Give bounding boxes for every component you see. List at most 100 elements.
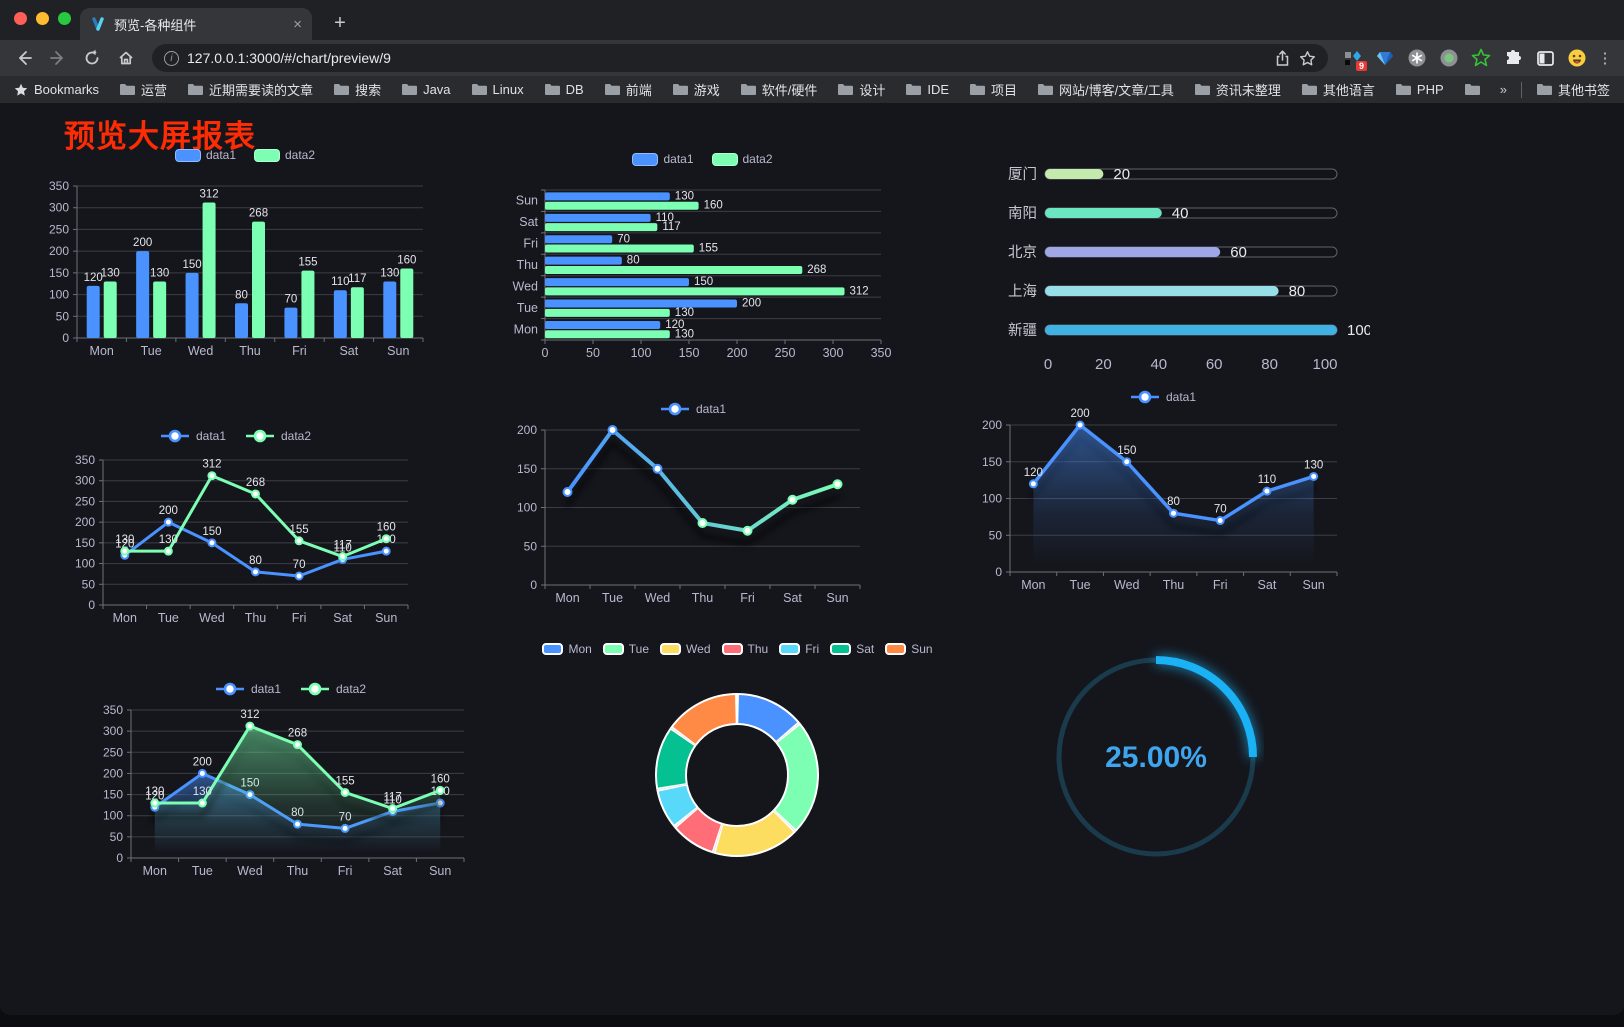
legend-swatch [602, 643, 624, 655]
extension-star-icon[interactable] [1468, 44, 1494, 72]
home-icon[interactable] [112, 44, 140, 72]
svg-text:350: 350 [103, 703, 123, 717]
legend-line-icon [160, 429, 189, 443]
bookmark-folder[interactable]: DB [544, 82, 584, 97]
browser-menu-icon[interactable]: ⋮ [1597, 50, 1613, 67]
bookmarks-manager[interactable]: Bookmarks [14, 82, 99, 97]
bookmark-folder[interactable]: 前端 [604, 80, 652, 99]
chart-canvas: 0 50 100 150 200 Mon Tue Wed Thu Fri Sat Sun 120 200 1… [982, 408, 1338, 592]
svg-text:160: 160 [377, 522, 396, 534]
legend-item-data1[interactable]: data1 [214, 682, 281, 696]
svg-text:100: 100 [75, 557, 95, 571]
svg-text:100: 100 [982, 492, 1002, 506]
extension-devtools-icon[interactable]: 9 [1340, 44, 1367, 72]
legend-item-data1[interactable]: data1 [1129, 390, 1196, 404]
window-titlebar: 预览-各种组件 × + [0, 0, 1624, 40]
bookmark-folder[interactable]: 文件服务器 [1464, 80, 1480, 99]
bookmark-star-icon[interactable] [1299, 50, 1316, 67]
url-text[interactable]: 127.0.0.1:3000/#/chart/preview/9 [187, 50, 391, 66]
extension-record-icon[interactable] [1436, 44, 1462, 72]
svg-text:200: 200 [103, 766, 123, 780]
extension-asterisk-icon[interactable] [1404, 44, 1430, 72]
legend-item-data1[interactable]: data1 [632, 152, 694, 166]
bookmark-folder[interactable]: 软件/硬件 [740, 80, 817, 99]
bookmark-folder[interactable]: Linux [471, 82, 524, 97]
browser-tab[interactable]: 预览-各种组件 × [80, 8, 312, 40]
svg-text:0: 0 [62, 331, 69, 345]
legend-item-data2[interactable]: data2 [244, 429, 311, 443]
bookmark-folder[interactable]: IDE [905, 82, 949, 97]
new-tab-button[interactable]: + [334, 12, 346, 34]
chart-bar-vertical: data1 data2 0 50 100 150 200 250 300 350 Mon Tue Wed… [45, 146, 445, 364]
chart-bar-horizontal: data1 data2 Sun Sat Fri Thu Wed Tue Mon 0 50 100 150… [505, 150, 900, 362]
page-info-icon[interactable]: i [164, 50, 179, 66]
svg-text:150: 150 [182, 259, 201, 271]
bookmark-folder[interactable]: 设计 [837, 80, 885, 99]
svg-text:312: 312 [202, 459, 221, 471]
bookmark-folder[interactable]: 其他语言 [1301, 80, 1375, 99]
svg-text:80: 80 [1289, 283, 1306, 300]
svg-text:117: 117 [348, 273, 366, 285]
svg-text:Fri: Fri [740, 591, 755, 605]
other-bookmarks[interactable]: 其他书签 [1536, 80, 1610, 99]
legend-item-Wed[interactable]: Wed [660, 642, 711, 656]
bookmarks-overflow-chevron[interactable]: » [1499, 82, 1507, 97]
svg-text:0: 0 [530, 578, 537, 592]
reload-icon[interactable] [78, 44, 106, 72]
legend-item-Thu[interactable]: Thu [721, 642, 768, 656]
legend-item-Tue[interactable]: Tue [602, 642, 649, 656]
bookmark-folder[interactable]: 搜索 [333, 80, 381, 99]
legend-item-data2[interactable]: data2 [711, 152, 773, 166]
legend-item-Fri[interactable]: Fri [779, 642, 819, 656]
zoom-window-button[interactable] [58, 12, 71, 25]
svg-text:200: 200 [727, 346, 748, 360]
bookmark-folder[interactable]: 项目 [969, 80, 1017, 99]
minimize-window-button[interactable] [36, 12, 49, 25]
bookmark-folder[interactable]: 网站/博客/文章/工具 [1037, 80, 1174, 99]
svg-text:0: 0 [116, 851, 123, 865]
svg-text:Thu: Thu [692, 591, 714, 605]
folder-icon [970, 84, 986, 95]
side-panel-icon[interactable] [1532, 44, 1558, 72]
legend-line-icon [246, 429, 274, 443]
folder-icon [1038, 84, 1054, 95]
tab-close-icon[interactable]: × [293, 15, 302, 33]
legend-item-Sat[interactable]: Sat [830, 642, 874, 656]
svg-text:130: 130 [150, 268, 169, 280]
svg-text:268: 268 [249, 208, 268, 220]
forward-icon[interactable] [44, 44, 72, 72]
svg-text:Thu: Thu [245, 611, 267, 625]
legend-item-data1[interactable]: data1 [174, 148, 236, 162]
legend-item-data1[interactable]: data1 [659, 402, 726, 416]
legend-item-Sun[interactable]: Sun [885, 642, 933, 656]
legend-line-icon [301, 682, 329, 696]
svg-text:117: 117 [333, 540, 351, 552]
chart-line-two-series: data1 data2 0 50 100 150 200 250 300 350 Mon Tue Wed… [45, 427, 425, 633]
back-icon[interactable] [10, 44, 38, 72]
svg-text:50: 50 [586, 346, 600, 360]
extension-gem-icon[interactable] [1372, 44, 1398, 72]
svg-text:0: 0 [995, 565, 1002, 579]
svg-text:70: 70 [617, 233, 630, 245]
legend-item-Mon[interactable]: Mon [542, 642, 592, 656]
bookmark-folder[interactable]: 近期需要读的文章 [187, 80, 313, 99]
bookmark-folder[interactable]: 游戏 [672, 80, 720, 99]
bookmark-folder[interactable]: 运营 [119, 80, 167, 99]
bookmark-folder[interactable]: 资讯未整理 [1194, 80, 1281, 99]
legend-item-data1[interactable]: data1 [159, 429, 226, 443]
close-window-button[interactable] [14, 12, 27, 25]
bookmarks-divider [1520, 81, 1522, 98]
svg-text:160: 160 [397, 255, 416, 267]
bookmark-folder[interactable]: Java [401, 82, 451, 97]
bookmark-folder[interactable]: PHP [1395, 82, 1444, 97]
share-icon[interactable] [1274, 49, 1291, 67]
extensions-puzzle-icon[interactable] [1500, 44, 1526, 72]
url-bar[interactable]: i 127.0.0.1:3000/#/chart/preview/9 [152, 44, 1328, 72]
svg-text:130: 130 [1304, 459, 1323, 471]
extension-emoji-icon[interactable] [1564, 44, 1590, 72]
legend-item-data2[interactable]: data2 [254, 148, 315, 162]
folder-icon [1301, 84, 1317, 95]
svg-text:350: 350 [49, 179, 69, 193]
legend-item-data2[interactable]: data2 [299, 682, 366, 696]
legend-swatch [885, 643, 907, 655]
